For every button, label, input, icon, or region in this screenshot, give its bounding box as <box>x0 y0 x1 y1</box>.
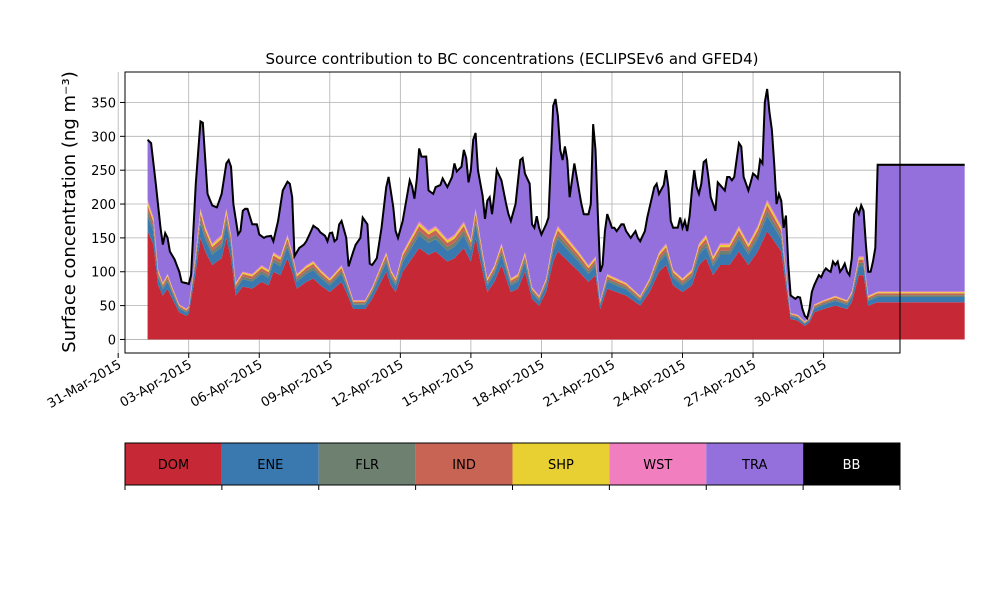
y-tick-label: 350 <box>91 96 116 111</box>
legend-swatch-dom <box>125 443 222 485</box>
legend-label-ene: ENE <box>257 458 283 473</box>
legend-swatch-tra <box>706 443 804 485</box>
legend-swatch-bb <box>803 443 900 485</box>
area-dom <box>147 231 965 340</box>
legend-swatch-ind <box>415 443 513 485</box>
y-tick-label: 100 <box>91 266 116 281</box>
y-tick-label: 200 <box>91 198 116 213</box>
area-tra <box>147 89 965 322</box>
legend-label-bb: BB <box>843 458 861 473</box>
legend-label-shp: SHP <box>548 458 574 473</box>
legend-label-wst: WST <box>643 458 672 473</box>
plot-frame <box>124 71 901 354</box>
y-tick-label: 50 <box>99 300 116 315</box>
y-tick-label: 0 <box>108 333 116 348</box>
series-line-bb <box>146 88 965 321</box>
legend-label-ind: IND <box>452 458 476 473</box>
stacked-areas <box>146 88 965 340</box>
legend-label-flr: FLR <box>355 458 379 473</box>
legend-colorbar: DOM ENE FLR IND SHP WST TRA BB <box>124 442 901 490</box>
y-axis-label: Surface concentration (ng m⁻³) <box>59 71 80 353</box>
area-ene <box>147 215 965 326</box>
legend-swatch-flr <box>318 443 416 485</box>
y-tick-label: 150 <box>91 232 116 247</box>
legend-label-tra: TRA <box>741 458 767 473</box>
y-tick-label: 250 <box>91 164 116 179</box>
legend-swatch-shp <box>512 443 610 485</box>
chart-title: Source contribution to BC concentrations… <box>265 50 758 68</box>
legend-swatch-ene <box>221 443 319 485</box>
legend-swatch-wst <box>609 443 707 485</box>
legend-label-dom: DOM <box>158 458 189 473</box>
y-tick-label: 300 <box>91 130 116 145</box>
